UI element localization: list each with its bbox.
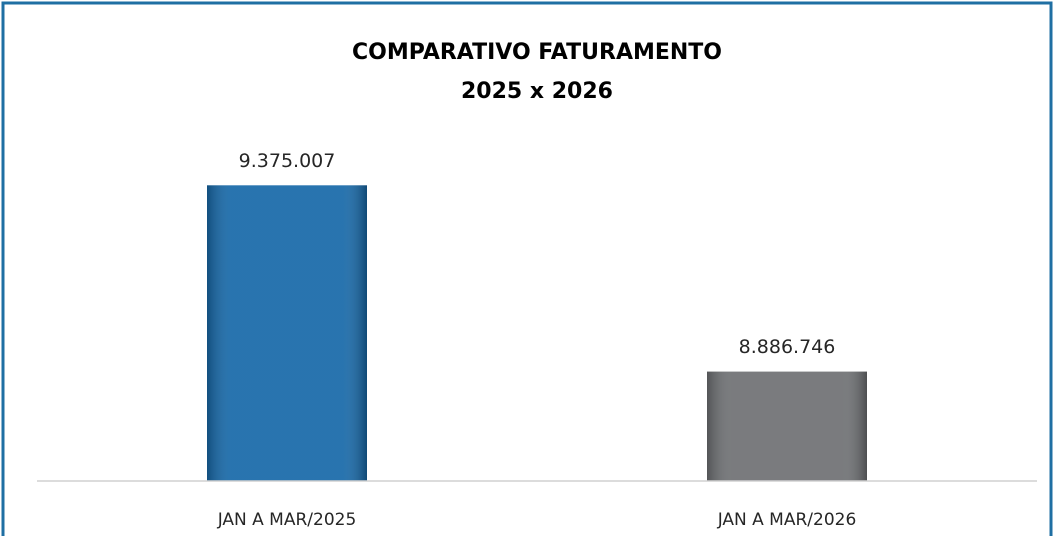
x-tick-label: JAN A MAR/2025 bbox=[217, 510, 357, 530]
x-tick-label: JAN A MAR/2026 bbox=[717, 510, 857, 530]
chart-title: COMPARATIVO FATURAMENTO bbox=[352, 40, 722, 65]
chart-subtitle: 2025 x 2026 bbox=[461, 79, 613, 104]
value-label: 9.375.007 bbox=[239, 150, 336, 172]
value-label: 8.886.746 bbox=[739, 336, 836, 358]
bar-shading bbox=[207, 185, 367, 481]
bar-shading bbox=[707, 371, 867, 481]
